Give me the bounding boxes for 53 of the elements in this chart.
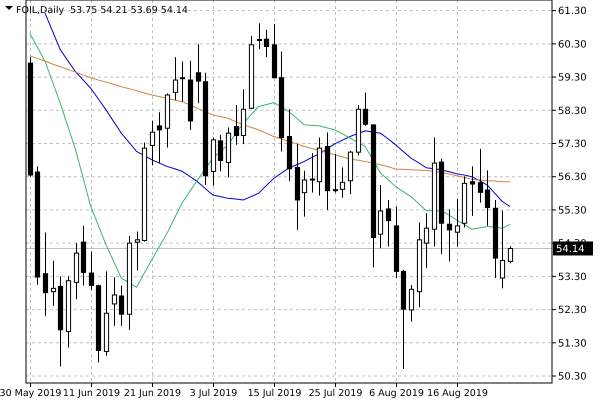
candlestick (484, 170, 490, 226)
candlestick (500, 210, 506, 289)
x-tick-label: 21 Jun 2019 (124, 388, 182, 399)
candlestick (156, 112, 162, 164)
y-tick-label: 51.30 (558, 338, 587, 350)
y-tick-label: 57.30 (558, 139, 587, 150)
x-tick-label: 3 Jul 2019 (190, 388, 238, 399)
x-tick-label: 15 Jul 2019 (248, 388, 302, 399)
candlestick (234, 104, 240, 146)
candlestick (386, 199, 392, 247)
candlestick (470, 166, 476, 216)
candlestick (196, 44, 202, 104)
y-tick-label: 60.30 (558, 39, 587, 50)
line-series (29, 55, 511, 182)
y-tick-label: 61.30 (558, 6, 587, 18)
candlestick (378, 184, 384, 249)
candlestick (454, 198, 460, 247)
line-series (29, 32, 511, 288)
candlestick (42, 232, 48, 316)
candlestick (134, 231, 140, 271)
y-tick-label: 56.30 (558, 172, 587, 184)
candlestick (446, 208, 452, 262)
candlestick (302, 170, 308, 218)
candlestick (150, 120, 156, 166)
candlestick (172, 56, 178, 100)
candlestick (362, 92, 368, 126)
y-tick-label: 53.30 (558, 272, 587, 283)
candlestick (50, 260, 56, 306)
y-tick-label: 52.30 (558, 305, 587, 316)
x-tick-label: 25 Jul 2019 (308, 388, 362, 399)
candlestick (340, 166, 346, 198)
y-tick-label: 58.30 (558, 106, 587, 117)
candlestick (256, 22, 262, 50)
candlestick (310, 152, 316, 194)
x-tick-label: 16 Aug 2019 (427, 388, 488, 399)
x-tick-label: 6 Aug 2019 (369, 388, 424, 399)
candlestick (264, 29, 270, 58)
candlestick (180, 60, 186, 102)
candlestick (332, 153, 338, 194)
x-tick-label: 11 Jun 2019 (62, 388, 120, 399)
candlestick (118, 285, 124, 326)
y-tick-label: 55.30 (558, 205, 587, 216)
candlestick (424, 212, 430, 269)
candlestick (478, 148, 484, 204)
x-tick-label: 30 May 2019 (0, 388, 62, 399)
candlestick (408, 284, 414, 322)
y-tick-label: 59.30 (558, 72, 587, 84)
ref-line-label: 54.14 (556, 244, 585, 255)
candlestick (88, 250, 94, 290)
candlestick (508, 246, 514, 264)
candlestick (112, 276, 118, 326)
candlestick (218, 134, 224, 172)
y-tick-label: 50.30 (558, 372, 587, 383)
